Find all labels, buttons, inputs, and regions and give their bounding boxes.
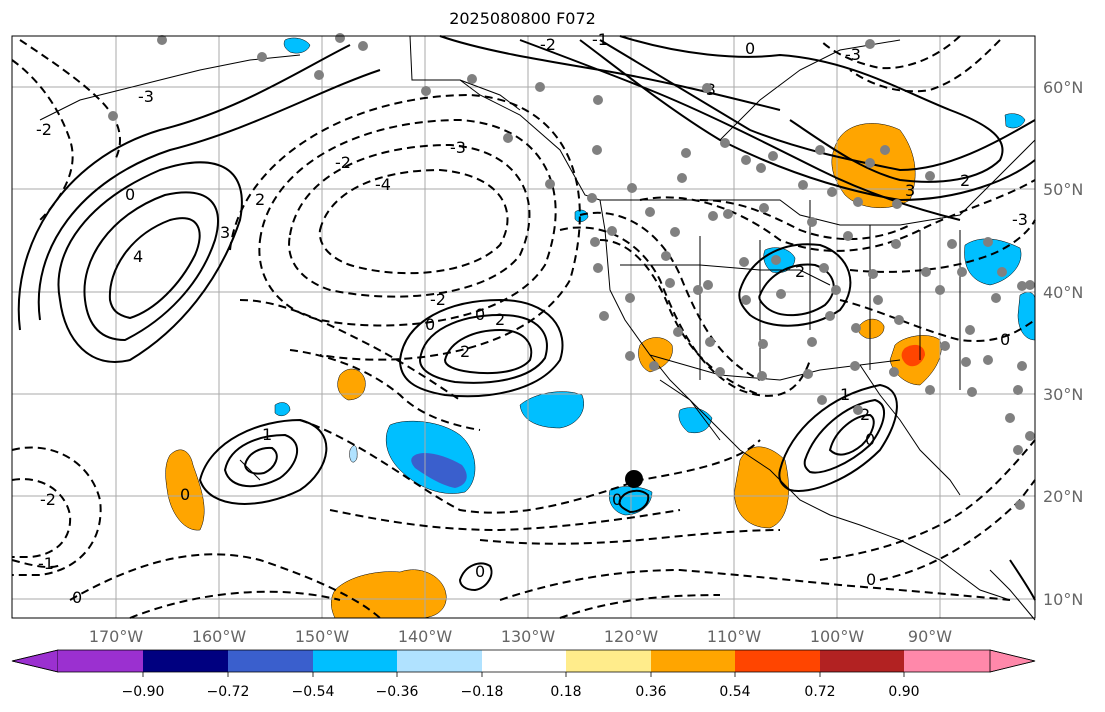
contour-label: -2	[36, 120, 52, 139]
colorbar-cell	[482, 650, 566, 672]
contour-label: 0	[72, 588, 82, 607]
contour-label: 4	[133, 247, 143, 266]
colorbar-tick-label: 0.90	[888, 684, 919, 700]
contour-label: 3	[905, 181, 915, 200]
colorbar-cell	[397, 650, 482, 672]
colorbar-cell	[651, 650, 735, 672]
colorbar-cell	[11, 649, 59, 673]
colorbar-tick-label: −0.36	[376, 684, 419, 700]
lon-label: 120°W	[604, 627, 659, 646]
contour-label: 3	[220, 223, 230, 242]
colorbar-cell	[989, 649, 1036, 673]
contour-label: 2	[960, 171, 970, 190]
shade-blue-mid	[519, 391, 584, 429]
colorbar-tick-label: 0.72	[804, 684, 835, 700]
colorbar-tick-label: 0.18	[550, 684, 581, 700]
contour-labels: 4 3 2 0 -4 -3 -2 -2 0 2 0 2 2 3 2 0 -3 2…	[36, 30, 1028, 607]
contour-label: 0	[1000, 330, 1010, 349]
contour-label: -2	[430, 290, 446, 309]
shade-orange-hawaii	[165, 449, 205, 531]
contour-label: -3	[845, 45, 861, 64]
contour-label: 0	[475, 305, 485, 324]
contour-label: -2	[40, 490, 56, 509]
colorbar-outline	[11, 649, 1036, 673]
shade-orange-mexico	[734, 446, 789, 529]
contour-label: -2	[335, 153, 351, 172]
contour-label: -3	[1012, 210, 1028, 229]
contour-label: 0	[425, 315, 435, 334]
colorbar-tick-label: 0.54	[719, 684, 750, 700]
colorbar-tick-label: −0.90	[122, 684, 165, 700]
lat-label: 30°N	[1043, 385, 1083, 404]
colorbar-cell	[904, 650, 990, 672]
lon-labels: 170°W 160°W 150°W 140°W 130°W 120°W 110°…	[89, 627, 952, 646]
contour-label: 0	[475, 562, 485, 581]
contour-label: 1	[262, 425, 272, 444]
shade-orange-pacific	[337, 368, 366, 401]
lon-label: 170°W	[89, 627, 144, 646]
lat-label: 40°N	[1043, 283, 1083, 302]
colorbar-cell	[228, 650, 313, 672]
contour-label: -1	[38, 554, 54, 573]
map-frame	[11, 35, 1036, 619]
lat-label: 60°N	[1043, 78, 1083, 97]
colorbar-cell	[820, 650, 904, 672]
lon-label: 90°W	[908, 627, 952, 646]
contour-label: -2	[540, 35, 556, 54]
colorbar-cell	[566, 650, 651, 672]
lon-label: 140°W	[398, 627, 453, 646]
contour-label: -3	[450, 138, 466, 157]
shade-orange-south	[331, 569, 447, 619]
station-dots	[108, 33, 1035, 510]
contour-label: 0	[180, 485, 190, 504]
colorbar-cell	[58, 650, 143, 672]
shade-blue-small4	[283, 37, 311, 54]
contour-label: 2	[255, 190, 265, 209]
contour-label: 0	[865, 430, 875, 449]
contour-label: -1	[592, 30, 608, 49]
lat-labels: 60°N 50°N 40°N 30°N 20°N 10°N	[1043, 78, 1083, 609]
storm-center-marker	[625, 470, 643, 488]
gridlines	[12, 36, 1035, 618]
lon-label: 130°W	[501, 627, 556, 646]
lat-label: 10°N	[1043, 590, 1083, 609]
colorbar-cell	[313, 650, 397, 672]
map-title: 2025080800 F072	[449, 9, 596, 28]
contour-label: 2	[795, 262, 805, 281]
lon-label: 110°W	[707, 627, 762, 646]
colorbar-tick-label: −0.18	[461, 684, 504, 700]
colorbar-tick-label: −0.54	[292, 684, 335, 700]
lat-label: 50°N	[1043, 180, 1083, 199]
colorbar: −0.90 −0.72 −0.54 −0.36 −0.18 0.18 0.36 …	[11, 649, 1036, 700]
lon-label: 100°W	[810, 627, 865, 646]
colorbar-tick-label: 0.36	[635, 684, 666, 700]
lon-label: 150°W	[295, 627, 350, 646]
contours-negative	[11, 35, 1036, 619]
contour-label: 0	[866, 570, 876, 589]
contour-label: 1	[840, 385, 850, 404]
lat-label: 20°N	[1043, 487, 1083, 506]
shade-red-gulf	[901, 344, 925, 367]
shade-blue-small5	[1004, 113, 1026, 129]
contour-label: 2	[495, 310, 505, 329]
contour-label: 0	[612, 490, 622, 509]
colorbar-tick-label: −0.72	[207, 684, 250, 700]
colorbar-cell	[143, 650, 228, 672]
shaded-fields	[165, 37, 1036, 619]
contour-label: 0	[745, 39, 755, 58]
shade-lightblue-small	[349, 445, 358, 463]
contour-label: 2	[460, 342, 470, 361]
contour-label: 2	[860, 405, 870, 424]
contour-label: -3	[138, 87, 154, 106]
lon-label: 160°W	[192, 627, 247, 646]
shade-orange-baja	[638, 337, 673, 373]
contour-label: 0	[125, 185, 135, 204]
contour-label: -4	[375, 175, 391, 194]
shade-blue-small6	[274, 402, 291, 417]
colorbar-cell	[735, 650, 820, 672]
